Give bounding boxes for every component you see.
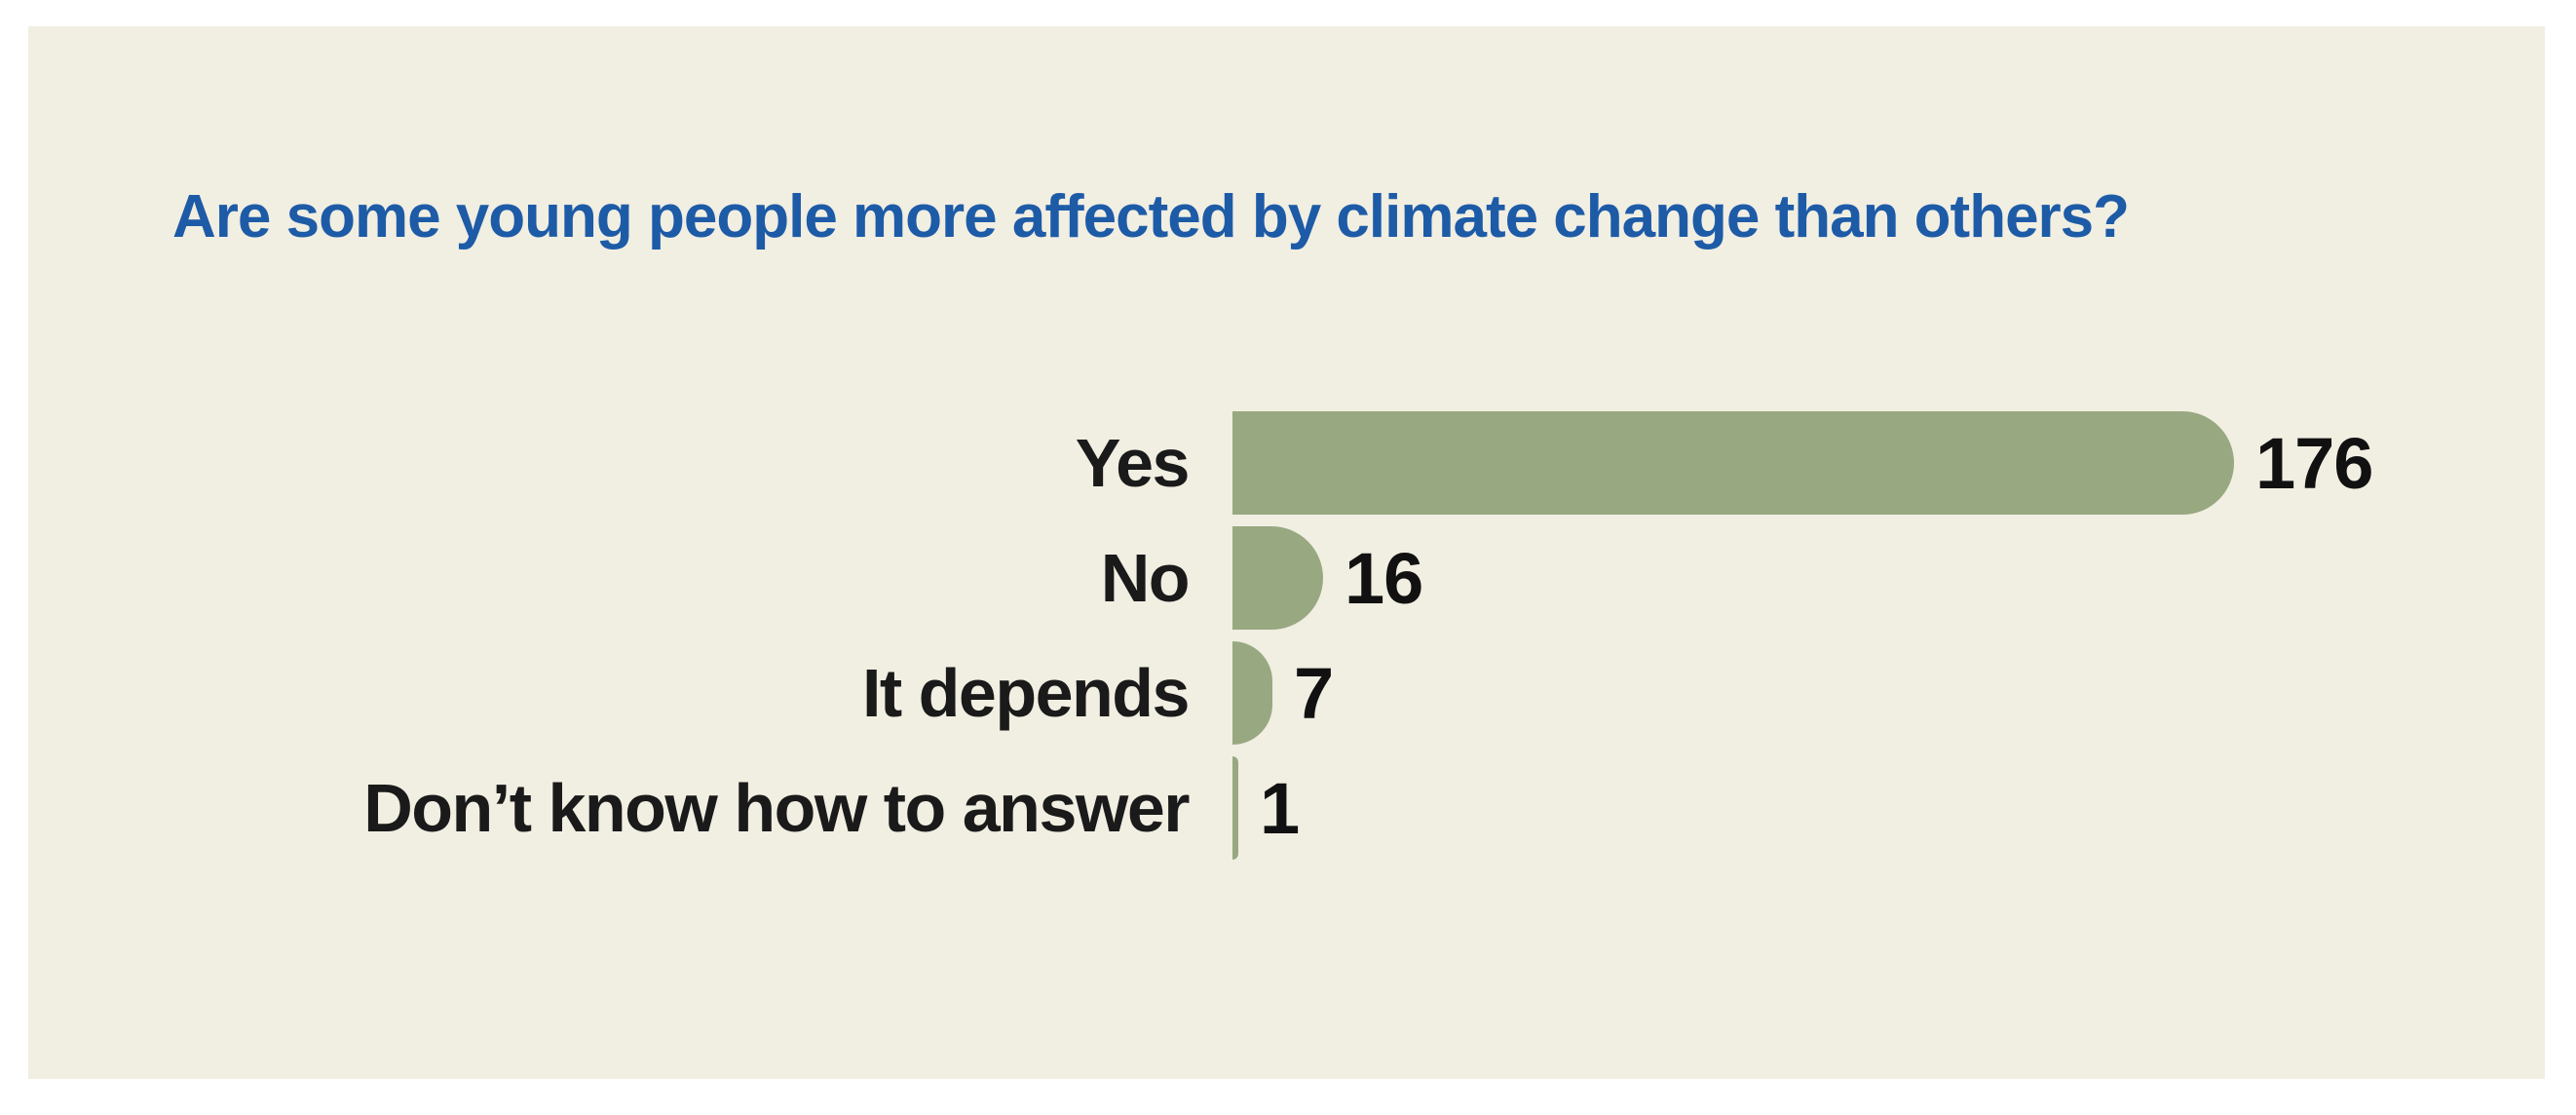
category-label: No bbox=[1100, 540, 1191, 616]
chart-panel: Are some young people more affected by c… bbox=[28, 26, 2545, 1079]
value-label: 16 bbox=[1345, 537, 1423, 619]
bar-track: 1 bbox=[1232, 756, 2545, 860]
bar bbox=[1232, 641, 1272, 745]
category-label: Yes bbox=[1075, 425, 1191, 501]
bar-track: 7 bbox=[1232, 641, 2545, 745]
bar-track: 176 bbox=[1232, 411, 2545, 515]
bar-track: 16 bbox=[1232, 526, 2545, 630]
category-label: Don’t know how to answer bbox=[363, 770, 1190, 846]
bar bbox=[1232, 526, 1323, 630]
bar bbox=[1232, 756, 1238, 860]
value-label: 7 bbox=[1294, 652, 1334, 734]
chart-title: Are some young people more affected by c… bbox=[172, 183, 2130, 250]
bar bbox=[1232, 411, 2234, 515]
bar-row: It depends 7 bbox=[28, 641, 2545, 745]
bar-row: Don’t know how to answer 1 bbox=[28, 756, 2545, 860]
value-label: 1 bbox=[1260, 767, 1300, 849]
bar-chart: Yes 176 No 16 It depends 7 Don’t know how to a… bbox=[28, 411, 2545, 871]
value-label: 176 bbox=[2255, 422, 2373, 504]
bar-row: Yes 176 bbox=[28, 411, 2545, 515]
bar-rows: Yes 176 No 16 It depends 7 Don’t know how to a… bbox=[28, 411, 2545, 860]
category-label: It depends bbox=[861, 655, 1191, 731]
bar-row: No 16 bbox=[28, 526, 2545, 630]
